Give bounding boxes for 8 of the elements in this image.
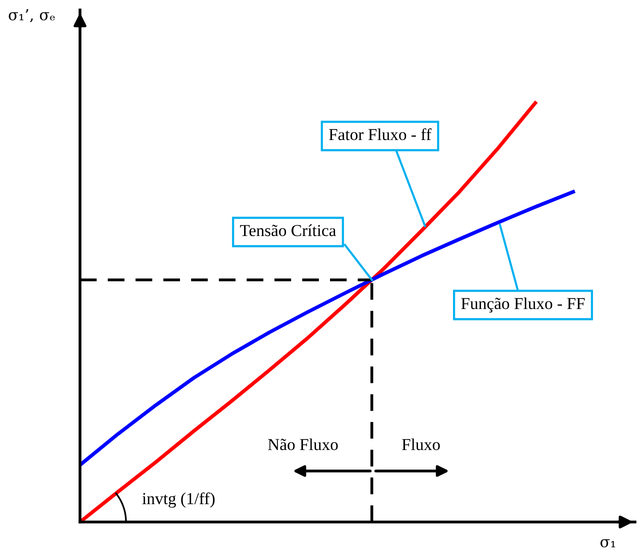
- annotation: Fator Fluxo - ff: [329, 128, 432, 140]
- x-axis-title: σ₁: [600, 539, 616, 548]
- annotation: Tensão Crítica: [240, 224, 336, 236]
- text: σ₁’, σₑ: [8, 9, 55, 22]
- annotation: invtg (1/ff): [142, 492, 215, 508]
- annotation: Não Fluxo: [268, 438, 338, 450]
- annotation: Fluxo: [402, 438, 440, 450]
- annotation: Função Fluxo - FF: [461, 297, 585, 313]
